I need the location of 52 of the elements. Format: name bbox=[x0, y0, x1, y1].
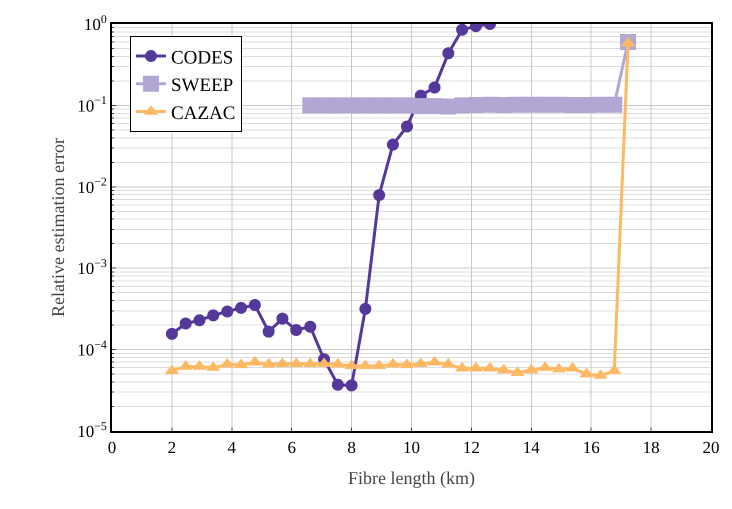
y-tick-label: 10$^{−3}$ bbox=[77, 256, 107, 278]
legend-label: SWEEP bbox=[170, 75, 234, 96]
y-tick-label: 10$^{−4}$ bbox=[77, 337, 107, 360]
x-tick-label: 18 bbox=[642, 438, 660, 458]
point bbox=[276, 358, 290, 368]
x-axis-title: Fibre length (km) bbox=[348, 468, 475, 488]
x-tick-label: 14 bbox=[522, 438, 540, 458]
point bbox=[386, 138, 399, 151]
legend-label: CODES bbox=[170, 47, 234, 68]
x-tick-label: 2 bbox=[168, 438, 176, 458]
point bbox=[248, 299, 261, 312]
point bbox=[428, 81, 441, 94]
point bbox=[304, 320, 316, 333]
y-tick-label: 10$^{0}$ bbox=[84, 12, 107, 34]
x-tick-label: 12 bbox=[462, 438, 480, 458]
point bbox=[276, 312, 288, 325]
point bbox=[373, 189, 386, 202]
point bbox=[166, 328, 178, 340]
point bbox=[262, 326, 275, 338]
point bbox=[456, 24, 468, 36]
x-tick-label: 8 bbox=[347, 438, 356, 458]
x-tick-label: 4 bbox=[228, 438, 237, 458]
x-tick-label: 10 bbox=[403, 438, 420, 458]
point bbox=[346, 379, 358, 392]
x-tick-label: 0 bbox=[108, 438, 116, 458]
point bbox=[317, 358, 331, 368]
point bbox=[344, 360, 358, 370]
point bbox=[358, 360, 372, 370]
y-tick-label: 10$^{−2}$ bbox=[77, 174, 107, 197]
point bbox=[193, 314, 206, 326]
legend-label: CAZAC bbox=[170, 102, 236, 124]
point bbox=[401, 120, 414, 133]
point bbox=[290, 324, 302, 336]
x-tick-label: 6 bbox=[287, 438, 296, 458]
point bbox=[359, 302, 372, 315]
point bbox=[606, 96, 622, 113]
point bbox=[180, 318, 192, 330]
y-tick-label: 10$^{−1}$ bbox=[77, 93, 107, 116]
point bbox=[234, 358, 248, 368]
point bbox=[221, 305, 234, 318]
point bbox=[386, 358, 400, 368]
point bbox=[235, 302, 248, 314]
point bbox=[262, 358, 276, 368]
x-tick-label: 20 bbox=[702, 438, 720, 458]
point bbox=[442, 47, 454, 60]
y-axis-title: Relative estimation error bbox=[48, 138, 68, 317]
point bbox=[332, 378, 344, 391]
point bbox=[207, 309, 220, 322]
x-tick-label: 16 bbox=[582, 438, 600, 458]
point bbox=[372, 360, 386, 370]
y-tick-label: 10$^{−5}$ bbox=[77, 418, 107, 441]
point bbox=[400, 358, 414, 368]
